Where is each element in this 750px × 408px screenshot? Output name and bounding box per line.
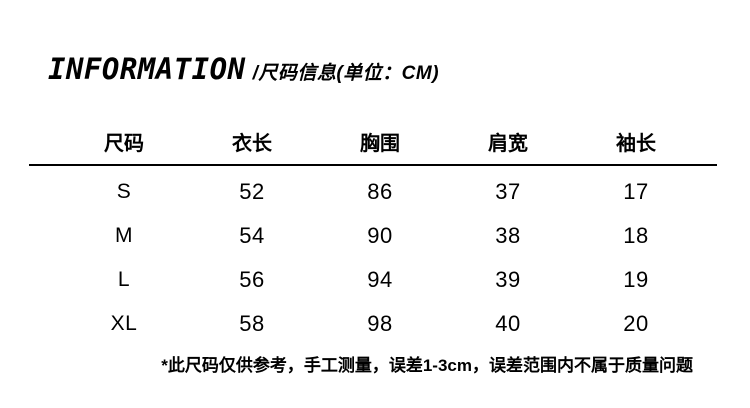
size-cell: S [116,180,132,203]
value-cell-garment-length: 52 [239,179,265,204]
size-table-header-row: 尺码 衣长 胸围 肩宽 袖长 [60,131,700,157]
column-header-garment-length: 衣长 [232,133,272,155]
table-row-s: S 52 86 37 17 [60,170,700,214]
value-cell-sleeve-length: 17 [623,179,649,204]
table-row-xl: XL 58 98 40 20 [60,302,700,346]
value-cell-shoulder-width: 39 [495,267,521,292]
title-information: INFORMATION [48,52,246,86]
page-title: INFORMATION /尺码信息(单位：CM) [48,52,439,86]
column-header-shoulder-width: 肩宽 [488,133,528,155]
value-cell-shoulder-width: 40 [495,311,521,336]
value-cell-sleeve-length: 19 [623,267,649,292]
table-row-m: M 54 90 38 18 [60,214,700,258]
column-header-sleeve-length: 袖长 [616,133,656,155]
value-cell-sleeve-length: 20 [623,311,649,336]
size-table: S 52 86 37 17 M 54 90 38 18 L 56 94 39 1… [60,170,700,346]
value-cell-bust: 94 [367,267,393,292]
header-divider-line [29,164,717,166]
column-header-bust: 胸围 [360,133,400,155]
measurement-disclaimer: *此尺码仅供参考，手工测量，误差1-3cm，误差范围内不属于质量问题 [161,356,693,375]
value-cell-bust: 86 [367,179,393,204]
value-cell-garment-length: 54 [239,223,265,248]
title-subtitle: /尺码信息(单位：CM) [252,63,440,84]
value-cell-bust: 98 [367,311,393,336]
value-cell-garment-length: 58 [239,311,265,336]
column-header-size: 尺码 [104,133,144,155]
value-cell-sleeve-length: 18 [623,223,649,248]
table-row-l: L 56 94 39 19 [60,258,700,302]
value-cell-shoulder-width: 37 [495,179,521,204]
value-cell-bust: 90 [367,223,393,248]
value-cell-shoulder-width: 38 [495,223,521,248]
value-cell-garment-length: 56 [239,267,265,292]
size-cell: XL [110,312,138,335]
size-cell: M [115,224,133,247]
size-cell: L [117,268,131,291]
